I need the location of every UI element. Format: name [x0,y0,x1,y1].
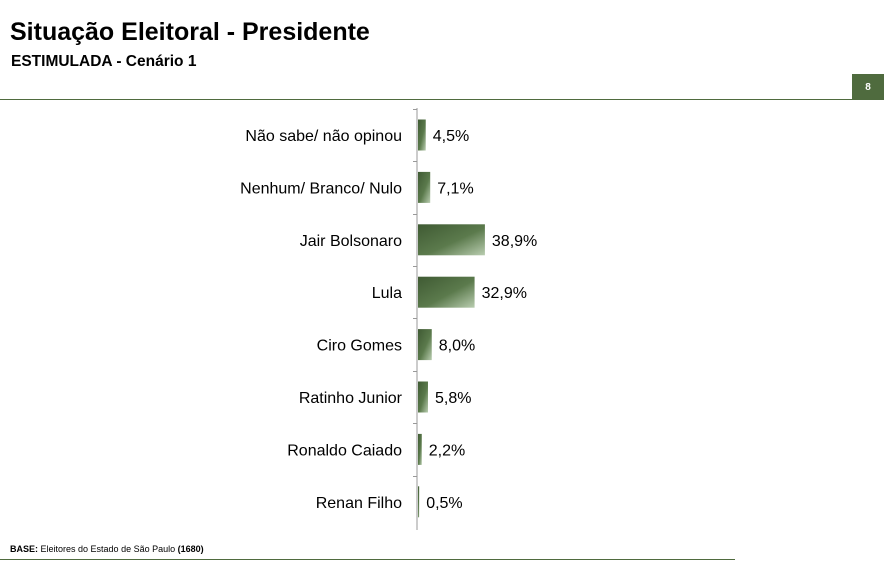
footnote-text: Eleitores do Estado de São Paulo [38,544,178,554]
bar-chart: Não sabe/ não opinou Nenhum/ Branco/ Nulo… [240,108,537,530]
bar [418,433,422,465]
base-footnote: BASE: Eleitores do Estado de São Paulo (… [10,544,204,554]
page-subtitle: ESTIMULADA - Cenário 1 [11,53,197,70]
value-label: 38,9% [492,233,537,250]
footnote-label: BASE: [10,544,39,554]
value-label: 4,5% [433,128,469,145]
value-label: 0,5% [426,495,462,512]
header-divider [0,99,852,100]
page-title: Situação Eleitoral - Presidente [10,18,370,46]
bar [418,486,420,518]
category-label: Ciro Gomes [317,338,402,355]
category-label: Ratinho Junior [299,390,403,407]
value-label: 2,2% [429,442,465,459]
value-label: 32,9% [482,285,527,302]
category-label: Ronaldo Caiado [287,442,402,459]
page-number-badge: 8 [852,74,884,100]
bar [418,171,431,203]
value-label: 8,0% [439,338,475,355]
bar [418,329,432,361]
category-label: Lula [372,285,402,302]
bar [418,276,475,308]
bar [418,381,428,413]
value-label: 5,8% [435,390,471,407]
category-label: Nenhum/ Branco/ Nulo [240,180,402,197]
category-label: Jair Bolsonaro [300,233,402,250]
bar [418,119,426,151]
value-label: 7,1% [437,180,473,197]
category-label: Renan Filho [316,495,402,512]
footnote-count: (1680) [177,544,204,554]
bar [418,224,485,256]
category-label: Não sabe/ não opinou [245,128,402,145]
footer-divider [0,559,735,560]
